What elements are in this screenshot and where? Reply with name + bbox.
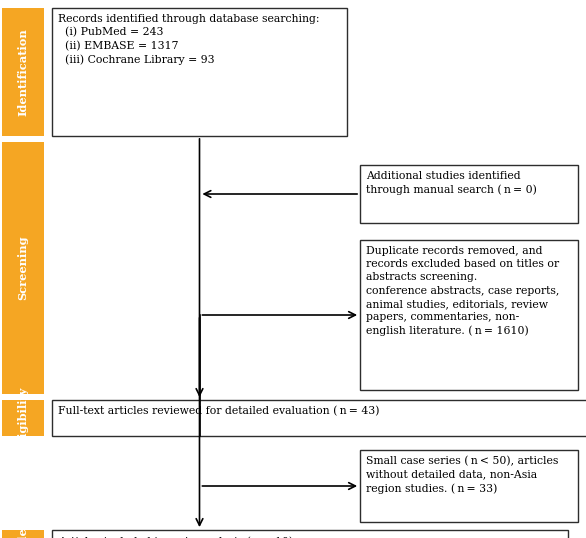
Bar [360,240,578,390]
Bar [2,142,44,394]
Text: Identification: Identification [18,28,29,116]
Bar [2,530,44,538]
Text: Duplicate records removed, and
records excluded based on titles or
abstracts scr: Duplicate records removed, and records e… [366,246,560,336]
Bar [360,450,578,522]
Text: Articles included in meta-analysis ( n = 10): Articles included in meta-analysis ( n =… [58,536,293,538]
Bar [52,8,347,136]
Bar [52,530,568,538]
Text: Included: Included [18,520,29,538]
Text: Records identified through database searching:
  (i) PubMed = 243
  (ii) EMBASE : Records identified through database sear… [58,14,319,65]
Bar [360,165,578,223]
Text: Small case series ( n < 50), articles
without detailed data, non-Asia
region stu: Small case series ( n < 50), articles wi… [366,456,558,493]
Text: Screening: Screening [18,236,29,300]
Bar [52,400,586,436]
Text: Eligibility: Eligibility [18,387,29,449]
Text: Additional studies identified
through manual search ( n = 0): Additional studies identified through ma… [366,171,537,195]
Text: Full-text articles reviewed for detailed evaluation ( n = 43): Full-text articles reviewed for detailed… [58,406,380,416]
Bar [2,8,44,136]
Bar [2,400,44,436]
